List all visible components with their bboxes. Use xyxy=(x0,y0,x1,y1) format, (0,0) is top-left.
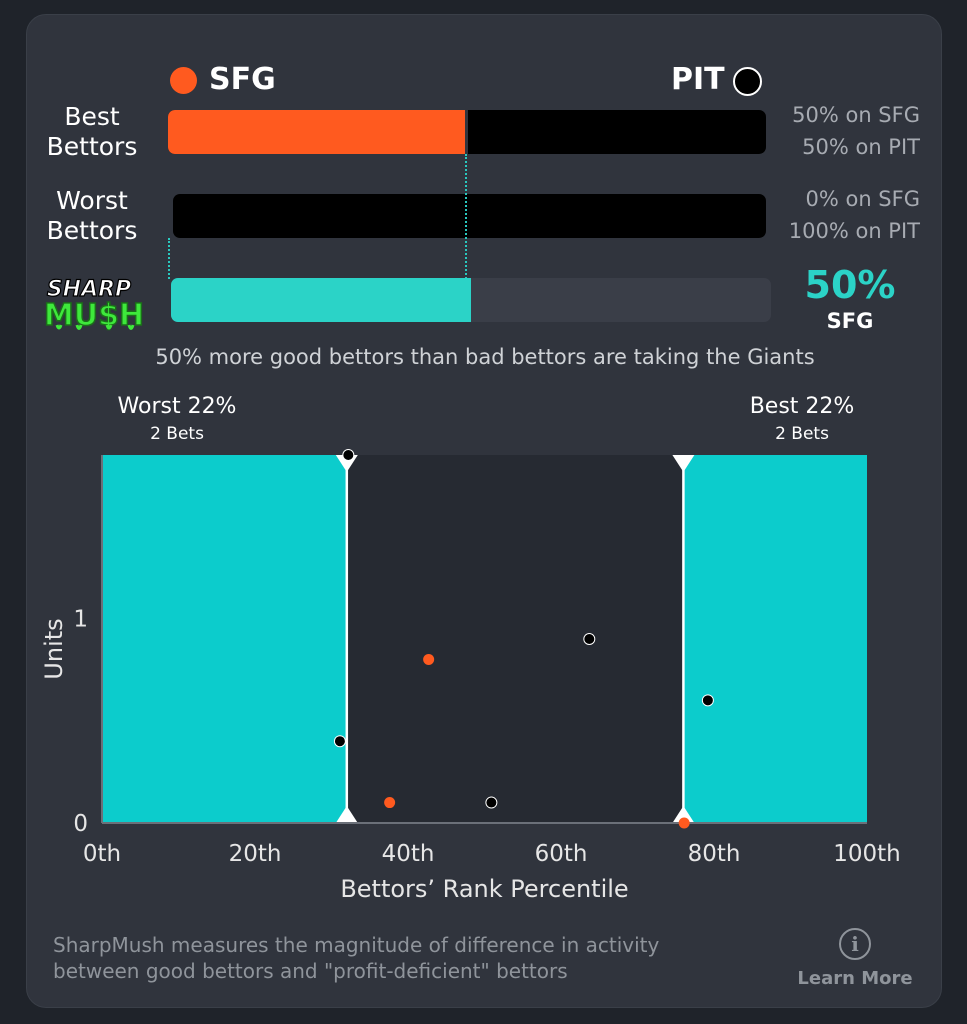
data-point-pit xyxy=(583,633,596,645)
best-label-line2: Bettors xyxy=(46,132,138,161)
x-tick-label: 40th xyxy=(382,841,435,867)
footer-description: SharpMush measures the magnitude of diff… xyxy=(53,932,659,984)
learn-more-button[interactable]: i Learn More xyxy=(795,928,915,998)
best-sfg-fill xyxy=(168,110,467,154)
sharpmush-bar xyxy=(171,278,771,322)
worst-bettors-pcts: 0% on SFG 100% on PIT xyxy=(760,183,920,247)
region-bets-0: 2 Bets xyxy=(150,424,204,444)
sfg-team-dot xyxy=(170,67,197,94)
region-label-1: Best 22% xyxy=(750,394,855,419)
data-point-pit xyxy=(333,735,346,748)
best-bettors-pcts: 50% on SFG 50% on PIT xyxy=(760,99,920,163)
worst-pit-pct-text: 100% on PIT xyxy=(788,219,920,243)
info-icon[interactable]: i xyxy=(839,928,871,960)
x-tick-label: 0th xyxy=(83,841,121,867)
data-point-sfg xyxy=(678,817,690,829)
scatter-chart: Worst 22% 2 Bets Best 22% 2 Bets 0th 20th 40th… xyxy=(40,394,901,903)
pit-team-dot xyxy=(733,67,762,96)
best-bettors-label: Best Bettors xyxy=(37,102,147,162)
y-tick-label: 0 xyxy=(73,811,88,837)
sharpmush-card: SFG PIT Best Bettors 50% on SFG 50% on P… xyxy=(26,14,942,1008)
data-point-pit xyxy=(701,694,714,707)
sharpmush-team: SFG xyxy=(826,309,874,333)
best-split-line xyxy=(465,110,468,154)
x-axis-label: Bettors’ Rank Percentile xyxy=(340,875,628,903)
best-label-line1: Best xyxy=(64,102,120,131)
footer-line2: between good bettors and "profit-deficie… xyxy=(53,959,568,983)
data-point-sfg xyxy=(384,797,396,809)
learn-more-label[interactable]: Learn More xyxy=(797,968,913,989)
region-bets-1: 2 Bets xyxy=(775,424,829,444)
sharpmush-value: 50% xyxy=(804,263,896,307)
data-point-sfg xyxy=(423,653,435,665)
footer-line1: SharpMush measures the magnitude of diff… xyxy=(53,933,660,957)
worst-bettors-bar xyxy=(173,194,766,238)
x-tick-label: 20th xyxy=(229,841,282,867)
pit-team-label: PIT xyxy=(671,62,725,97)
best-sfg-pct-text: 50% on SFG xyxy=(792,103,920,127)
region-1 xyxy=(683,455,867,823)
worst-split-connector xyxy=(168,238,170,279)
worst-label-line1: Worst xyxy=(56,186,128,215)
data-point-pit xyxy=(485,796,498,809)
x-tick-label: 60th xyxy=(535,841,588,867)
region-label-0: Worst 22% xyxy=(118,394,237,419)
worst-label-line2: Bettors xyxy=(46,216,138,245)
y-axis-label: Units xyxy=(40,618,68,679)
worst-bettors-label: Worst Bettors xyxy=(37,186,147,246)
best-pit-pct-text: 50% on PIT xyxy=(802,135,920,159)
boundary-handle-top-1 xyxy=(672,455,695,472)
sharpmush-logo: SHARP MU$H xyxy=(37,273,157,333)
worst-sfg-pct-text: 0% on SFG xyxy=(805,187,920,211)
boundary-handle-bottom-0 xyxy=(335,806,358,823)
y-tick-label: 1 xyxy=(73,607,88,633)
sharpmush-fill xyxy=(171,278,471,322)
x-tick-label: 100th xyxy=(833,841,901,867)
best-split-connector xyxy=(465,154,467,279)
boundary-handle-bottom-1 xyxy=(672,806,695,823)
region-0 xyxy=(102,455,347,823)
x-tick-label: 80th xyxy=(688,841,741,867)
summary-text: 50% more good bettors than bad bettors a… xyxy=(155,345,815,369)
logo-text-sharp: SHARP xyxy=(47,277,131,302)
data-point-pit xyxy=(342,449,355,461)
sfg-team-label: SFG xyxy=(209,62,276,97)
